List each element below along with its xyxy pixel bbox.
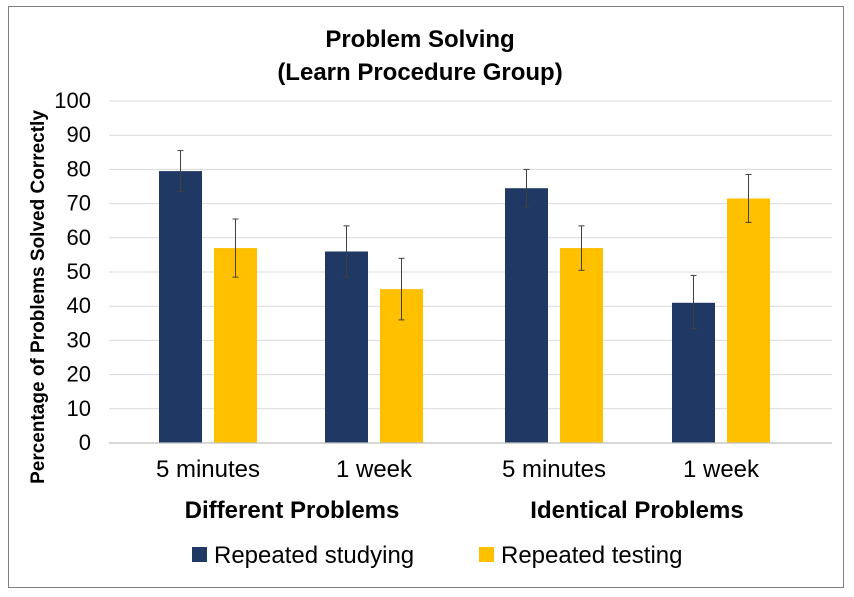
error-bar xyxy=(690,274,697,329)
bar-repeated-studying-0 xyxy=(159,171,202,444)
y-tick-label: 0 xyxy=(79,430,91,455)
category-label: 1 week xyxy=(336,456,413,483)
error-bars xyxy=(177,150,752,329)
legend-label: Repeated testing xyxy=(501,542,682,569)
category-label: 5 minutes xyxy=(156,456,260,483)
chart-frame: Problem Solving (Learn Procedure Group) … xyxy=(8,6,844,588)
bars xyxy=(159,171,770,444)
y-tick-label: 40 xyxy=(67,293,91,318)
error-bar xyxy=(578,225,585,271)
y-tick-label: 50 xyxy=(67,259,91,284)
y-tick-label: 100 xyxy=(54,88,91,113)
bar-chart: Problem Solving (Learn Procedure Group) … xyxy=(28,26,832,569)
category-label: 1 week xyxy=(683,456,760,483)
group-label: Different Problems xyxy=(185,497,400,524)
error-bar xyxy=(398,257,405,321)
error-bar xyxy=(343,225,350,278)
error-bar xyxy=(745,174,752,223)
error-bar xyxy=(177,150,184,193)
y-tick-label: 60 xyxy=(67,225,91,250)
y-tick-label: 70 xyxy=(67,191,91,216)
y-axis-ticks: 0 10 20 30 40 50 60 70 80 90 100 xyxy=(54,88,91,455)
chart-title-line1: Problem Solving xyxy=(325,26,514,53)
group-labels: Different Problems Identical Problems xyxy=(185,497,744,524)
chart-title-line2: (Learn Procedure Group) xyxy=(277,59,562,86)
group-label: Identical Problems xyxy=(530,497,743,524)
legend-label: Repeated studying xyxy=(214,542,414,569)
bar-repeated-studying-1 xyxy=(325,251,368,443)
bar-repeated-studying-2 xyxy=(505,188,548,443)
error-bar xyxy=(523,168,530,208)
y-tick-label: 10 xyxy=(67,396,91,421)
y-tick-label: 20 xyxy=(67,362,91,387)
category-labels: 5 minutes 1 week 5 minutes 1 week xyxy=(156,456,760,483)
y-tick-label: 80 xyxy=(67,156,91,181)
error-bar xyxy=(232,218,239,278)
bar-repeated-testing-2 xyxy=(560,248,603,443)
bar-repeated-testing-0 xyxy=(214,248,257,443)
legend-swatch xyxy=(192,547,207,562)
legend: Repeated studying Repeated testing xyxy=(192,542,682,569)
y-tick-label: 90 xyxy=(67,122,91,147)
y-axis-label: Percentage of Problems Solved Correctly xyxy=(28,110,49,484)
bar-repeated-testing-3 xyxy=(727,198,770,443)
category-label: 5 minutes xyxy=(502,456,606,483)
legend-swatch xyxy=(479,547,494,562)
y-tick-label: 30 xyxy=(67,327,91,352)
